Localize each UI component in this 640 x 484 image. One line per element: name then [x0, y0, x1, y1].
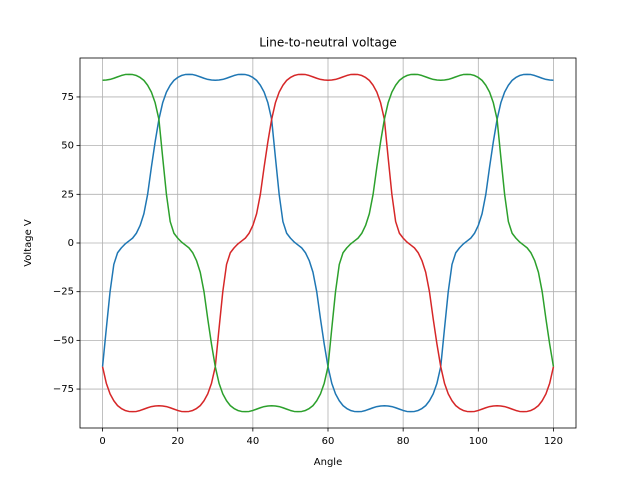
- x-tick-label: 60: [322, 436, 335, 447]
- x-tick-label: 40: [246, 436, 259, 447]
- series-line: [102, 73, 555, 413]
- x-tick-label: 20: [171, 436, 184, 447]
- y-tick-label: −50: [53, 335, 74, 346]
- series-line: [101, 73, 555, 413]
- y-tick-label: 0: [68, 238, 74, 249]
- chart-title: Line-to-neutral voltage: [259, 36, 397, 50]
- y-tick-label: 75: [61, 92, 74, 103]
- x-axis-label: Angle: [314, 457, 342, 468]
- x-tick-label: 0: [99, 436, 105, 447]
- y-tick-label: 25: [61, 189, 74, 200]
- y-tick-label: −75: [53, 384, 74, 395]
- y-axis-label: Voltage V: [23, 219, 34, 267]
- x-tick-label: 120: [544, 436, 563, 447]
- y-tick-label: −25: [53, 287, 74, 298]
- plot-frame: [79, 57, 577, 429]
- y-tick-label: 50: [61, 141, 74, 152]
- x-tick-label: 80: [397, 436, 410, 447]
- x-tick-label: 100: [469, 436, 488, 447]
